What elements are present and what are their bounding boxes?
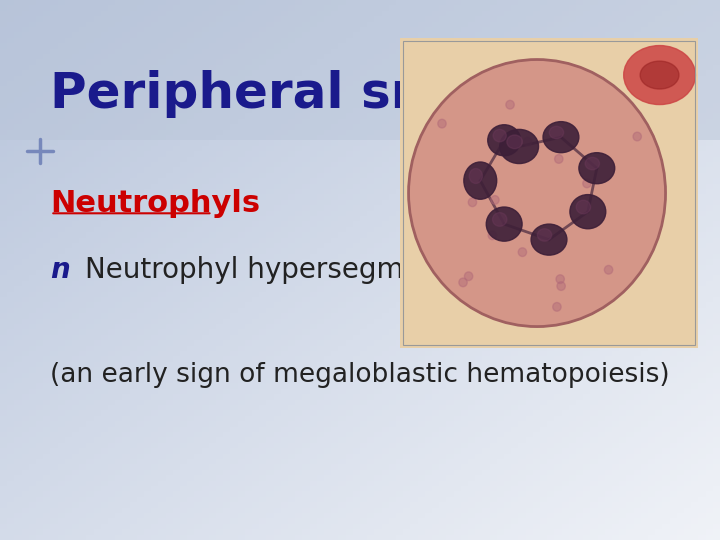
Ellipse shape — [537, 229, 552, 241]
Text: Neutrophyl hypersegmentation: Neutrophyl hypersegmentation — [85, 256, 519, 284]
Circle shape — [459, 278, 467, 287]
Circle shape — [464, 272, 473, 281]
Circle shape — [506, 100, 514, 109]
Ellipse shape — [507, 135, 523, 148]
Bar — [0, 0, 720, 140]
Circle shape — [633, 132, 642, 141]
Ellipse shape — [493, 130, 506, 142]
Circle shape — [438, 119, 446, 128]
Circle shape — [582, 179, 591, 188]
Ellipse shape — [570, 194, 606, 229]
Circle shape — [553, 302, 561, 311]
Text: Neutrophyls: Neutrophyls — [50, 189, 261, 218]
Circle shape — [523, 137, 532, 146]
Ellipse shape — [469, 168, 482, 184]
Circle shape — [557, 282, 565, 291]
Ellipse shape — [543, 122, 579, 153]
Ellipse shape — [487, 125, 521, 156]
Ellipse shape — [531, 224, 567, 255]
Circle shape — [491, 195, 499, 204]
Circle shape — [604, 266, 613, 274]
Ellipse shape — [486, 207, 522, 241]
Ellipse shape — [579, 153, 615, 184]
Ellipse shape — [500, 130, 539, 164]
Ellipse shape — [624, 45, 696, 105]
Ellipse shape — [585, 157, 600, 170]
Text: Peripheral smear(2) :: Peripheral smear(2) : — [50, 70, 654, 118]
Text: n: n — [50, 256, 70, 284]
Ellipse shape — [640, 61, 679, 89]
Ellipse shape — [549, 126, 564, 139]
Circle shape — [556, 275, 564, 284]
Circle shape — [408, 59, 665, 327]
Circle shape — [518, 248, 526, 256]
Circle shape — [554, 154, 563, 163]
Ellipse shape — [492, 213, 507, 226]
Circle shape — [488, 231, 497, 240]
Ellipse shape — [464, 162, 497, 199]
Circle shape — [468, 198, 477, 207]
Ellipse shape — [576, 200, 590, 214]
Text: (an early sign of megaloblastic hematopoiesis): (an early sign of megaloblastic hematopo… — [50, 362, 670, 388]
